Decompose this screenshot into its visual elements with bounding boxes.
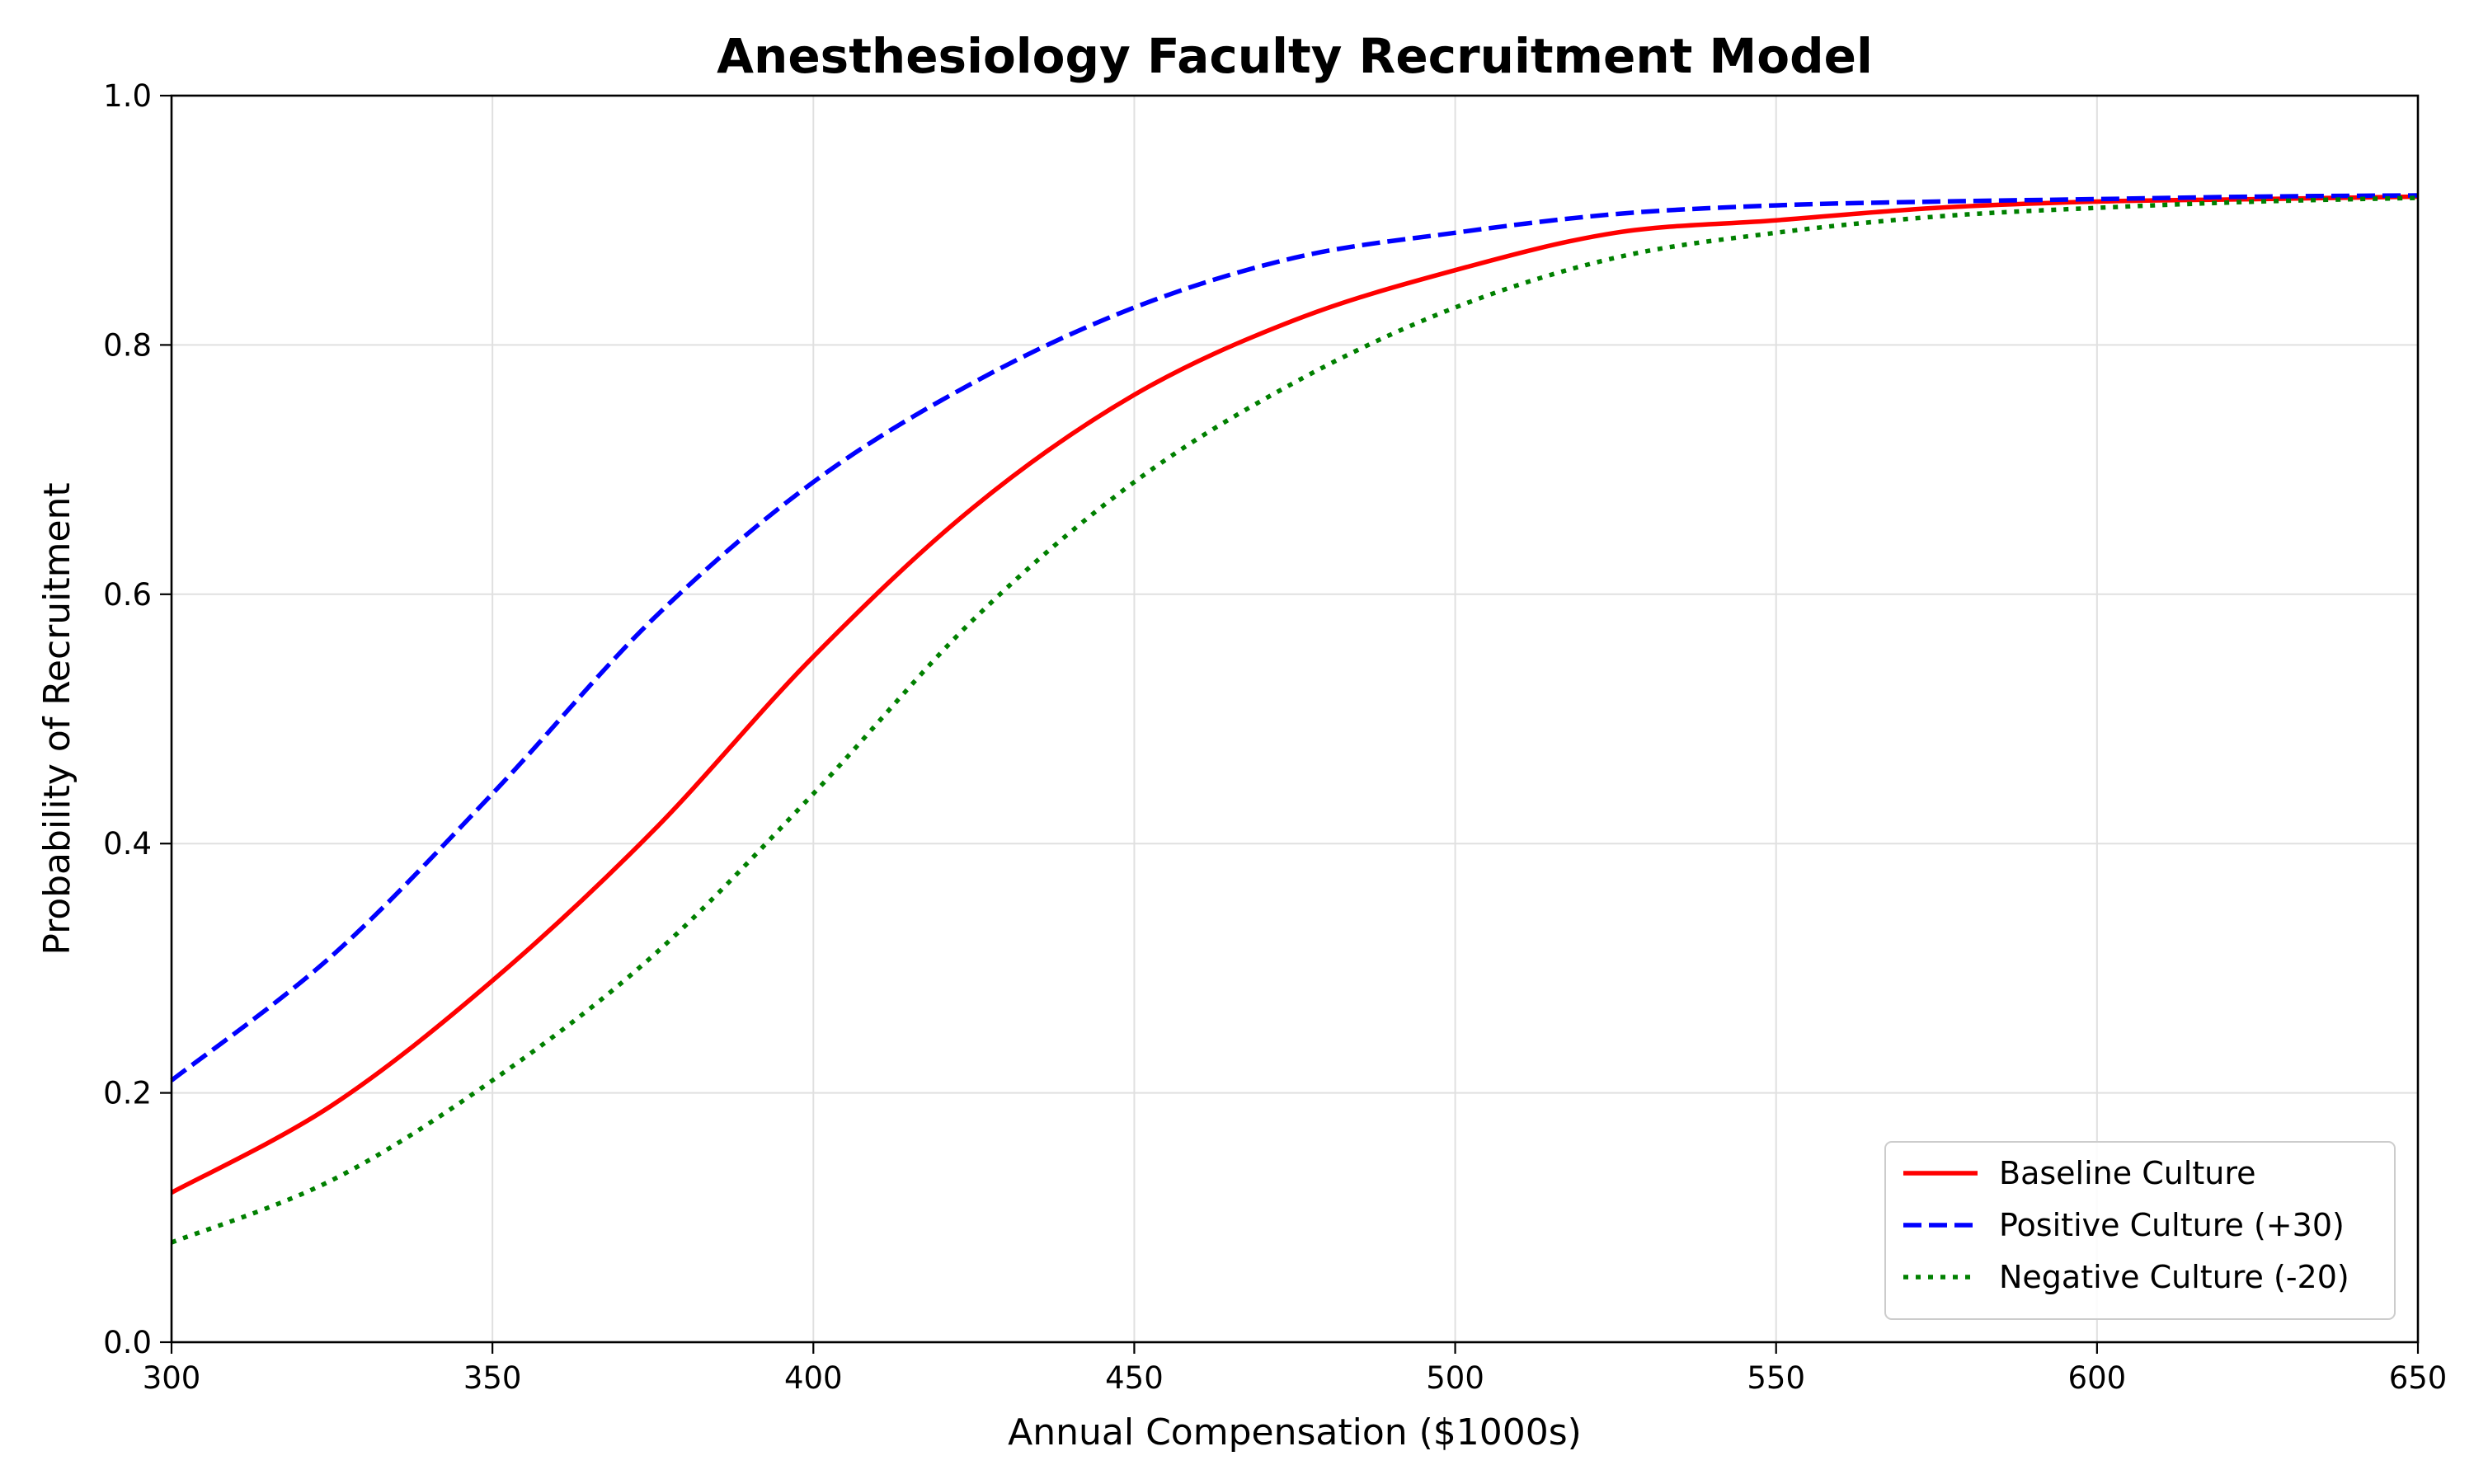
x-tick-label: 300 — [143, 1360, 201, 1396]
series-line-0 — [170, 194, 2419, 1195]
ticks: 300 350 400 450 500 550 600 650 0.0 0.2 0.4 0.6 0.8 1… — [103, 78, 2447, 1396]
legend-label-0: Baseline Culture — [1999, 1155, 2256, 1191]
y-axis-label: Probability of Recruitment — [36, 482, 78, 955]
y-tick-label: 0.4 — [103, 826, 152, 862]
legend-label-2: Negative Culture (-20) — [1999, 1259, 2349, 1295]
chart-title: Anesthesiology Faculty Recruitment Model — [717, 28, 1873, 84]
legend-box — [1884, 1141, 2396, 1320]
x-tick-label: 500 — [1426, 1360, 1484, 1396]
x-tick-label: 450 — [1105, 1360, 1164, 1396]
legend: Baseline Culture Positive Culture (+30) Ne… — [1884, 1141, 2396, 1320]
y-tick-label: 0.6 — [103, 577, 152, 613]
x-tick-label: 550 — [1747, 1360, 1805, 1396]
x-tick-label: 400 — [784, 1360, 843, 1396]
x-axis-label: Annual Compensation ($1000s) — [1008, 1411, 1582, 1453]
series-layer — [170, 193, 2419, 1245]
x-tick-label: 350 — [463, 1360, 522, 1396]
plot-frame — [170, 94, 2420, 1344]
y-tick-label: 1.0 — [103, 78, 152, 114]
y-tick-label: 0.8 — [103, 327, 152, 363]
x-tick-label: 650 — [2389, 1360, 2448, 1396]
series-line-1 — [170, 193, 2419, 1082]
x-tick-label: 600 — [2068, 1360, 2127, 1396]
y-tick-label: 0.0 — [103, 1325, 152, 1360]
legend-label-1: Positive Culture (+30) — [1999, 1207, 2345, 1243]
y-tick-label: 0.2 — [103, 1076, 152, 1111]
